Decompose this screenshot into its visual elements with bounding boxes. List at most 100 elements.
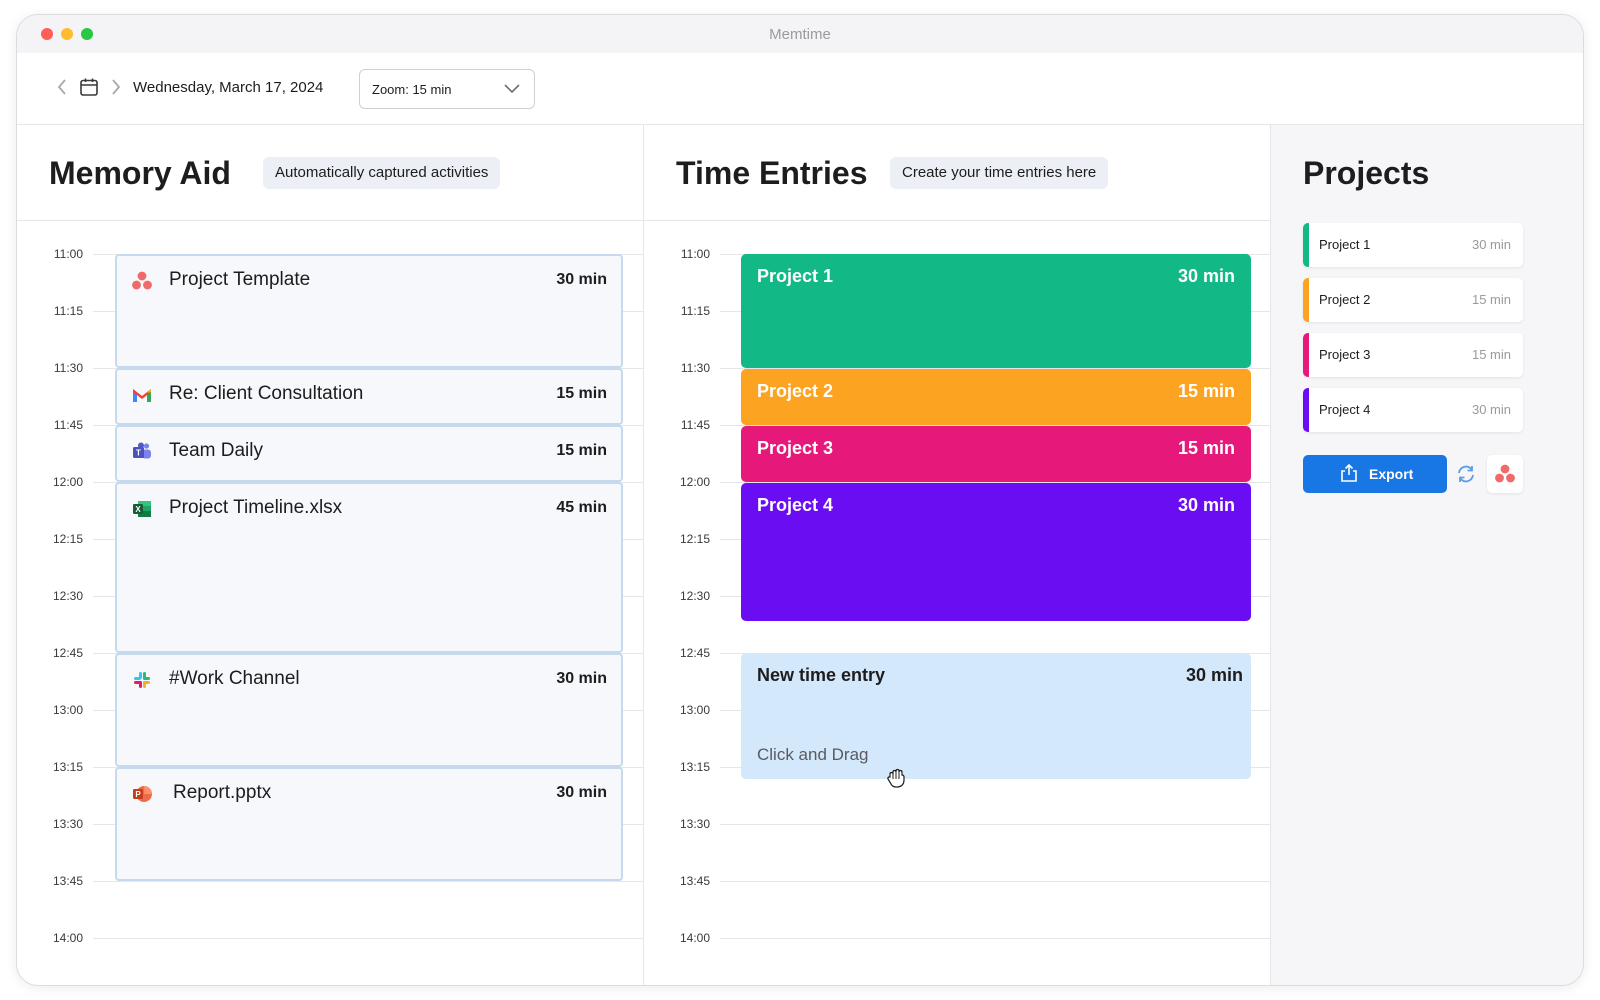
time-label: 11:30 [53,361,83,375]
project-name: Project 3 [1319,347,1371,362]
project-name: Project 2 [1319,292,1371,307]
time-entry[interactable]: Project 1 30 min [741,254,1251,368]
grid-line [720,425,1271,426]
time-entry[interactable]: Project 3 15 min [741,426,1251,482]
time-label: 13:00 [52,703,83,717]
time-entries-title: Time Entries [676,155,868,191]
grid-line [720,881,1271,882]
grid-line [93,881,644,882]
sync-icon[interactable] [1455,463,1477,485]
activity-name: Report.pptx [173,782,272,803]
activity-duration: 30 min [556,271,607,288]
activity-duration: 15 min [556,385,607,402]
zoom-dropdown[interactable]: Zoom: 15 min [359,69,535,109]
activity-item[interactable]: Re: Client Consultation 15 min [115,368,623,425]
memory-aid-title: Memory Aid [49,155,231,191]
time-label: 14:00 [679,931,710,945]
activity-name: Team Daily [169,440,263,461]
time-label: 13:45 [679,874,710,888]
activity-item[interactable]: P Report.pptx 30 min [115,767,623,881]
project-duration: 30 min [1471,402,1511,417]
project-duration: 15 min [1471,347,1511,362]
time-label: 12:30 [679,589,710,603]
chevron-left-icon [57,79,66,95]
grid-line [720,368,1271,369]
grid-line [93,938,644,939]
time-label: 12:15 [679,532,710,546]
window-title: Memtime [769,26,831,43]
time-label: 11:15 [680,304,710,318]
gmail-icon [133,389,151,402]
memory-aid-header: Memory Aid Automatically captured activi… [17,125,643,221]
previous-day-button[interactable] [53,77,71,99]
new-time-entry[interactable]: New time entry 30 min Click and Drag [741,653,1251,788]
activity-item[interactable]: X Project Timeline.xlsx 45 min [115,482,623,653]
projects-title: Projects [1303,155,1430,191]
time-label: 11:00 [53,247,83,261]
time-label: 11:45 [680,418,710,432]
close-window-button[interactable] [41,28,53,40]
chevron-right-icon [112,79,121,95]
activity-name: Project Template [169,269,311,290]
activity-item[interactable]: T Team Daily 15 min [115,425,623,482]
svg-text:X: X [135,505,141,514]
date-toolbar: Wednesday, March 17, 2024 Zoom: 15 min [17,53,1583,125]
activity-duration: 45 min [556,499,607,516]
grab-hand-icon [887,768,905,788]
calendar-icon [80,78,98,96]
project-color-bar [1303,333,1309,377]
svg-text:T: T [136,449,141,458]
grid-line [720,482,1271,483]
time-label: 13:30 [679,817,710,831]
project-color-bar [1303,278,1309,322]
calendar-button[interactable] [79,77,99,97]
project-card[interactable]: Project 4 30 min [1303,388,1523,432]
time-label: 12:45 [52,646,83,660]
project-color-bar [1303,388,1309,432]
time-entries-timeline[interactable]: 14:00 13:45 13:30 13:15 13:00 12:45 12:30 12:15… [644,221,1271,985]
time-entry[interactable]: Project 4 30 min [741,483,1251,621]
svg-text:P: P [135,790,141,799]
new-entry-name: New time entry [757,665,886,685]
app-window: Memtime Wednesday, March 17, 2024 Zoom: … [16,14,1584,986]
next-day-button[interactable] [107,77,125,99]
memory-timeline[interactable]: 14:00 13:45 13:30 13:15 13:00 12:45 12:30 12:15… [17,221,644,985]
new-entry-hint: Click and Drag [757,745,869,764]
time-label: 12:15 [52,532,83,546]
export-button[interactable]: Export [1303,455,1447,493]
time-label: 12:00 [679,475,710,489]
project-duration: 15 min [1471,292,1511,307]
asana-integration-button[interactable] [1487,455,1523,493]
memory-aid-badge: Automatically captured activities [263,157,501,189]
grid-line [720,938,1271,939]
time-label: 11:45 [53,418,83,432]
time-label: 12:00 [52,475,83,489]
time-entries-header: Time Entries Create your time entries he… [644,125,1270,221]
time-label: 13:15 [679,760,710,774]
project-color-bar [1303,223,1309,267]
activity-name: Re: Client Consultation [169,383,364,404]
time-entry-duration: 15 min [1177,438,1235,458]
minimize-window-button[interactable] [61,28,73,40]
slack-icon [134,672,150,688]
export-label: Export [1369,466,1414,482]
time-label: 12:30 [52,589,83,603]
asana-icon [1495,464,1515,483]
time-label: 13:45 [52,874,83,888]
projects-panel: Projects Project 1 30 min Project 2 15 m… [1271,125,1583,985]
project-card[interactable]: Project 2 15 min [1303,278,1523,322]
time-label: 13:00 [679,703,710,717]
time-entry-name: Project 2 [757,381,834,401]
projects-header: Projects [1271,125,1583,221]
project-card[interactable]: Project 3 15 min [1303,333,1523,377]
project-name: Project 4 [1319,402,1371,417]
maximize-window-button[interactable] [81,28,93,40]
activity-item[interactable]: #Work Channel 30 min [115,653,623,767]
time-entry-name: Project 1 [757,266,834,286]
time-entry-name: Project 3 [757,438,834,458]
activity-duration: 15 min [556,442,607,459]
activity-item[interactable]: Project Template 30 min [115,254,623,368]
project-card[interactable]: Project 1 30 min [1303,223,1523,267]
time-entry[interactable]: Project 2 15 min [741,369,1251,425]
project-name: Project 1 [1319,237,1371,252]
